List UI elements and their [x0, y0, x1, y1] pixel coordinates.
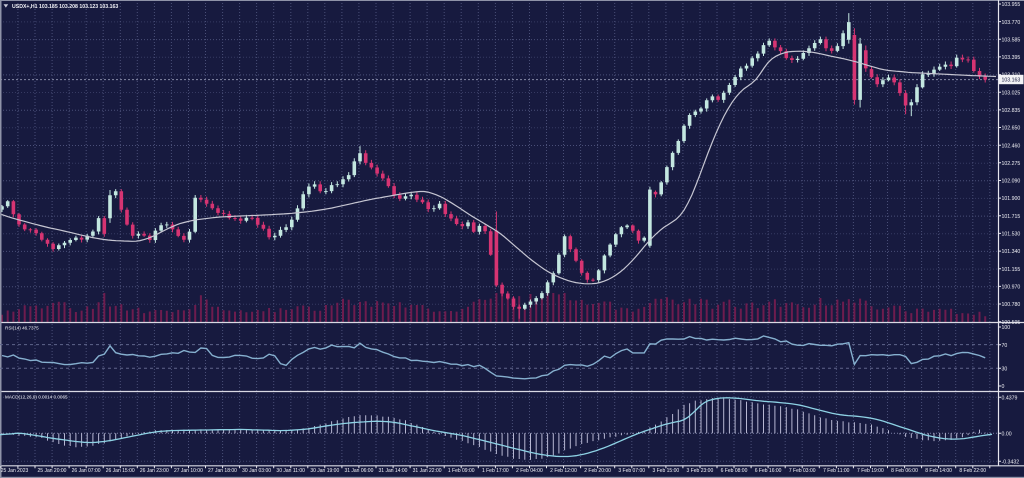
- svg-text:101.530: 101.530: [1002, 232, 1021, 238]
- svg-text:3 Feb 23:00: 3 Feb 23:00: [687, 468, 714, 474]
- svg-text:6 Feb 16:00: 6 Feb 16:00: [755, 468, 782, 474]
- svg-text:6 Feb 08:00: 6 Feb 08:00: [721, 468, 748, 474]
- svg-text:0.00: 0.00: [1002, 431, 1012, 437]
- svg-text:103.770: 103.770: [1002, 20, 1021, 26]
- svg-text:MACD(12,26,9) 0.0014 0.0065: MACD(12,26,9) 0.0014 0.0065: [5, 394, 68, 399]
- svg-text:3 Feb 07:00: 3 Feb 07:00: [618, 468, 645, 474]
- svg-text:2 Feb 20:00: 2 Feb 20:00: [584, 468, 611, 474]
- svg-text:31 Jan 22:00: 31 Jan 22:00: [413, 468, 442, 474]
- svg-text:0: 0: [1002, 384, 1005, 390]
- svg-text:25 Jan 2023: 25 Jan 2023: [1, 468, 29, 474]
- svg-text:102.275: 102.275: [1002, 161, 1021, 167]
- svg-text:102.835: 102.835: [1002, 108, 1021, 114]
- svg-text:103.163: 103.163: [1002, 78, 1021, 84]
- svg-text:30 Jan 03:00: 30 Jan 03:00: [242, 468, 271, 474]
- svg-text:103.025: 103.025: [1002, 90, 1021, 96]
- svg-text:RSI(14) 46.7375: RSI(14) 46.7375: [5, 325, 39, 330]
- svg-text:27 Jan 18:00: 27 Jan 18:00: [208, 468, 237, 474]
- svg-text:-0.3432: -0.3432: [1002, 459, 1020, 465]
- svg-text:102.650: 102.650: [1002, 126, 1021, 132]
- svg-text:102.460: 102.460: [1002, 143, 1021, 149]
- svg-text:3 Feb 15:00: 3 Feb 15:00: [652, 468, 679, 474]
- svg-text:27 Jan 10:00: 27 Jan 10:00: [174, 468, 203, 474]
- svg-text:102.090: 102.090: [1002, 179, 1021, 185]
- svg-text:2 Feb 12:00: 2 Feb 12:00: [550, 468, 577, 474]
- svg-text:101.715: 101.715: [1002, 214, 1021, 220]
- svg-text:70: 70: [1002, 343, 1008, 349]
- svg-text:30: 30: [1002, 366, 1008, 372]
- svg-text:101.900: 101.900: [1002, 196, 1021, 202]
- svg-text:103.395: 103.395: [1002, 55, 1021, 61]
- svg-text:1 Feb 09:00: 1 Feb 09:00: [448, 468, 475, 474]
- svg-text:100.780: 100.780: [1002, 302, 1021, 308]
- svg-text:103.955: 103.955: [1002, 2, 1021, 8]
- svg-text:100.970: 100.970: [1002, 285, 1021, 291]
- svg-text:101.155: 101.155: [1002, 267, 1021, 273]
- svg-text:100.595: 100.595: [1002, 320, 1021, 326]
- svg-text:30 Jan 19:00: 30 Jan 19:00: [310, 468, 339, 474]
- svg-text:1 Feb 17:00: 1 Feb 17:00: [482, 468, 509, 474]
- svg-text:7 Feb 19:00: 7 Feb 19:00: [857, 468, 884, 474]
- svg-text:30 Jan 11:00: 30 Jan 11:00: [276, 468, 305, 474]
- svg-text:USDX+,H1 103.185 103.208 103.1: USDX+,H1 103.185 103.208 103.123 103.163: [12, 4, 118, 10]
- svg-text:26 Jan 07:00: 26 Jan 07:00: [72, 468, 101, 474]
- svg-text:26 Jan 15:00: 26 Jan 15:00: [106, 468, 135, 474]
- svg-text:8 Feb 22:00: 8 Feb 22:00: [959, 468, 986, 474]
- svg-text:8 Feb 14:00: 8 Feb 14:00: [925, 468, 952, 474]
- svg-text:7 Feb 11:00: 7 Feb 11:00: [823, 468, 850, 474]
- svg-text:8 Feb 06:00: 8 Feb 06:00: [891, 468, 918, 474]
- svg-text:101.340: 101.340: [1002, 249, 1021, 255]
- svg-text:103.585: 103.585: [1002, 37, 1021, 43]
- svg-text:2 Feb 04:00: 2 Feb 04:00: [516, 468, 543, 474]
- svg-text:0.4379: 0.4379: [1002, 395, 1018, 401]
- svg-text:25 Jan 20:00: 25 Jan 20:00: [38, 468, 67, 474]
- svg-text:100: 100: [1002, 325, 1011, 331]
- svg-text:31 Jan 06:00: 31 Jan 06:00: [344, 468, 373, 474]
- svg-text:26 Jan 23:00: 26 Jan 23:00: [140, 468, 169, 474]
- svg-text:7 Feb 03:00: 7 Feb 03:00: [789, 468, 816, 474]
- svg-text:31 Jan 14:00: 31 Jan 14:00: [379, 468, 408, 474]
